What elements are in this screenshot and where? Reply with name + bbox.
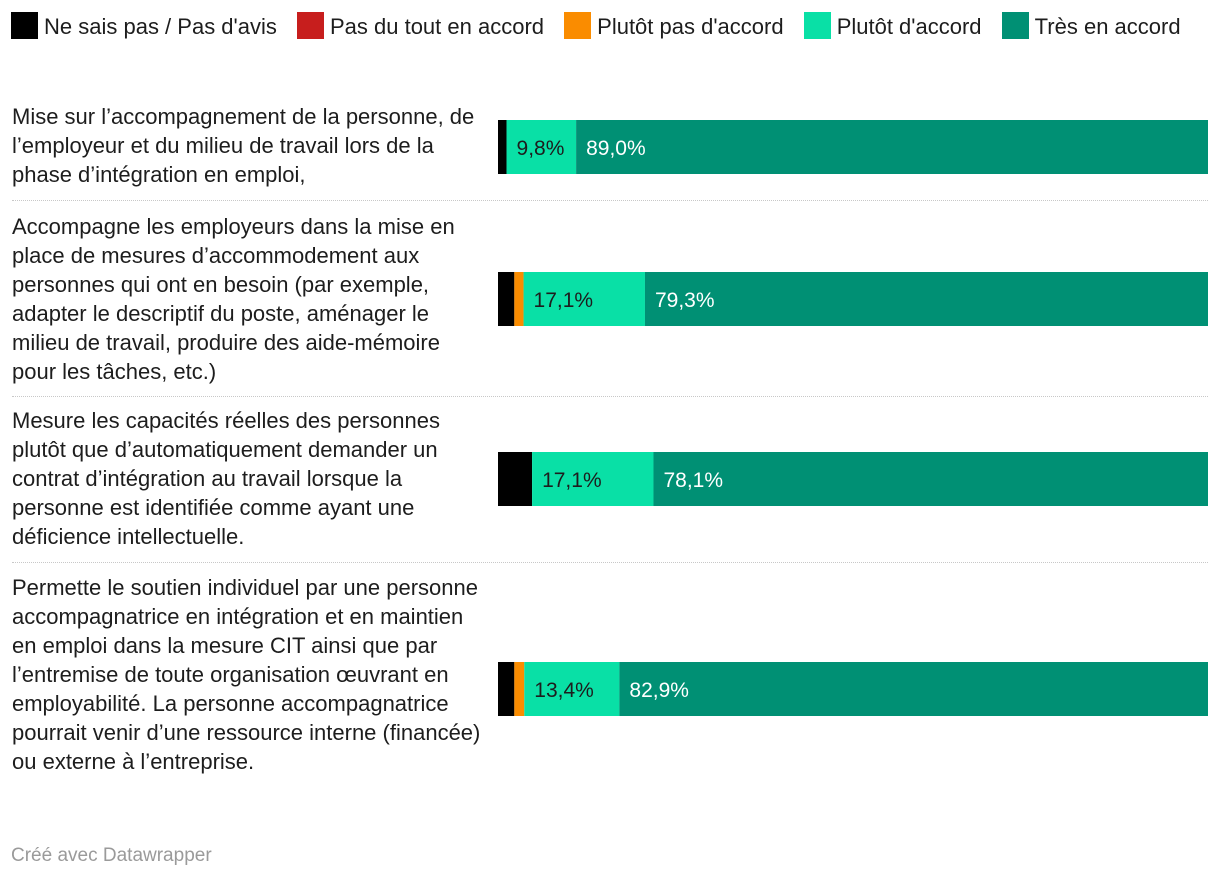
bar-segment-dont-know <box>498 662 515 716</box>
row-divider <box>12 396 1208 397</box>
bar-segment-somewhat-agree <box>532 452 654 506</box>
row-label-3: Mesure les capacités réelles des personn… <box>12 408 441 549</box>
legend-item-strongly-agree: Très en accord <box>1001 12 1181 39</box>
data-label: 17,1% <box>534 289 594 312</box>
legend: Ne sais pas / Pas d'avis Pas du tout en … <box>11 10 1211 44</box>
legend-label: Plutôt pas d'accord <box>597 14 784 39</box>
bar-segment-somewhat-agree <box>506 120 577 174</box>
bar-segment-somewhat-agree <box>524 662 620 716</box>
legend-label: Pas du tout en accord <box>329 14 545 39</box>
data-label: 78,1% <box>663 469 723 492</box>
legend-item-somewhat-agree: Plutôt d'accord <box>803 12 982 39</box>
bar-segment-strongly-agree <box>576 120 1208 174</box>
bar-segment-dont-know <box>498 452 533 506</box>
row-divider <box>12 562 1208 563</box>
bar-segment-somewhat-disagree <box>514 272 524 326</box>
bar-segment-strongly-agree <box>653 452 1208 506</box>
row-label-1: Mise sur l’accompagnement de la personne… <box>12 104 475 187</box>
legend-label: Très en accord <box>1034 14 1181 39</box>
legend-label: Ne sais pas / Pas d'avis <box>44 14 277 39</box>
legend-swatch <box>564 12 592 39</box>
data-label: 89,0% <box>586 137 646 160</box>
bar-segment-dont-know <box>498 120 507 174</box>
legend-swatch <box>11 12 38 39</box>
footer-credit: Créé avec Datawrapper <box>11 845 212 866</box>
legend-item-dont-know: Ne sais pas / Pas d'avis <box>11 12 277 39</box>
bar-segment-strongly-agree <box>619 662 1208 716</box>
data-label: 17,1% <box>542 469 602 492</box>
data-label: 13,4% <box>534 679 594 702</box>
data-label: 9,8% <box>517 137 565 160</box>
bar-segment-dont-know <box>498 272 515 326</box>
bar-segment-strongly-agree <box>644 272 1208 326</box>
legend-label: Plutôt d'accord <box>836 14 982 39</box>
legend-swatch <box>296 12 324 39</box>
legend-swatch <box>1001 12 1029 39</box>
legend-item-somewhat-disagree: Plutôt pas d'accord <box>564 12 784 39</box>
legend-swatch <box>803 12 831 39</box>
data-label: 79,3% <box>655 289 715 312</box>
bar-segment-somewhat-agree <box>523 272 645 326</box>
data-label: 82,9% <box>629 679 689 702</box>
row-label-4: Permette le soutien individuel par une p… <box>12 575 481 774</box>
legend-item-strongly-disagree: Pas du tout en accord <box>296 12 545 39</box>
row-label-2: Accompagne les employeurs dans la mise e… <box>12 214 455 384</box>
bar-segment-somewhat-disagree <box>514 662 525 716</box>
row-divider <box>12 200 1208 201</box>
